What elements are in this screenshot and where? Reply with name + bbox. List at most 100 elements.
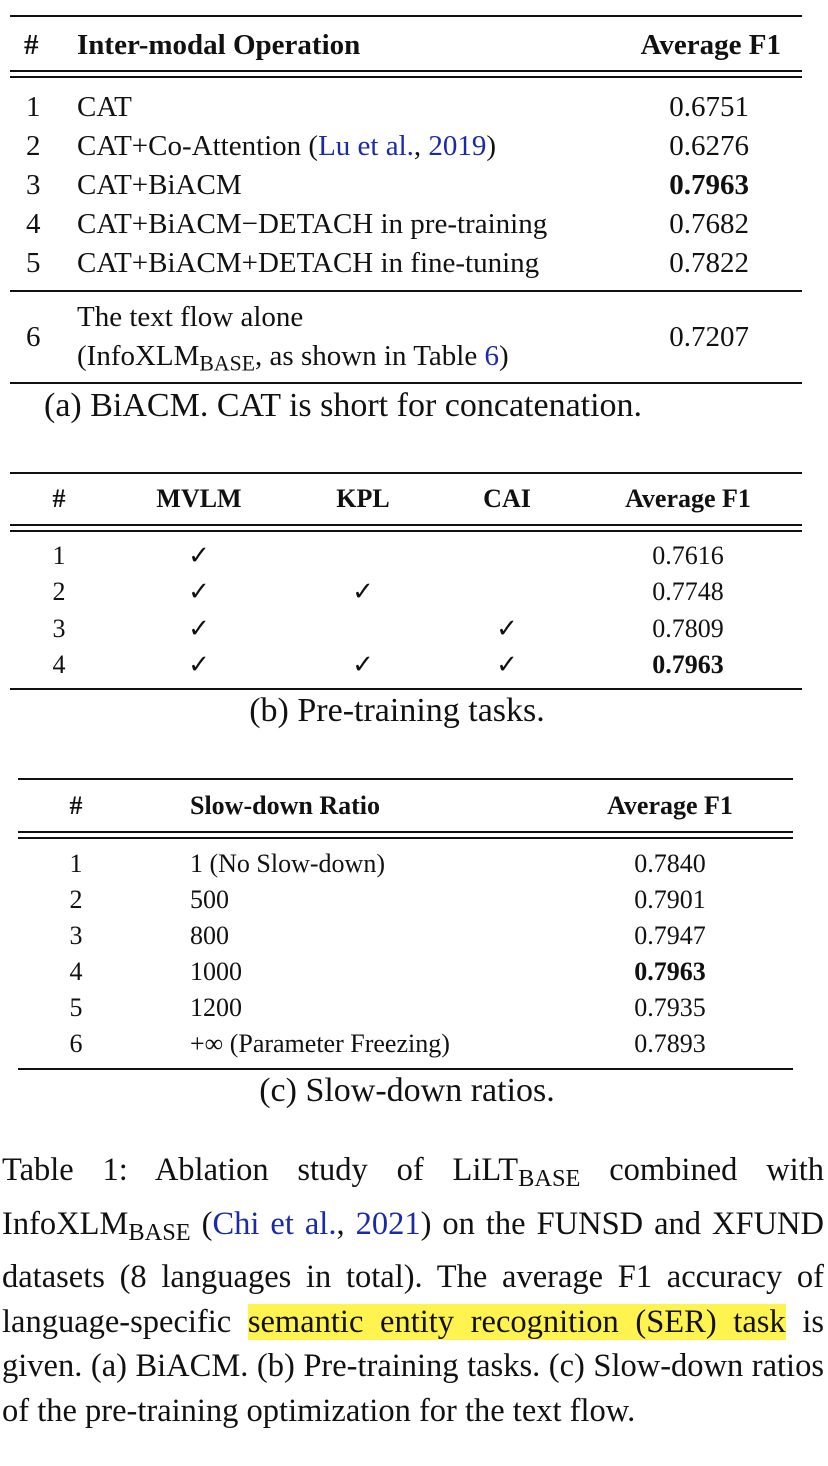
row-f1: 0.6276 <box>669 130 749 162</box>
table-ref-link[interactable]: 6 <box>484 340 499 372</box>
row-ratio: 1200 <box>190 993 242 1022</box>
table-a-header-operation: Inter-modal Operation <box>77 29 361 61</box>
caption-text-6: is given. (a) BiACM. (b) Pre-training ta… <box>2 1303 824 1429</box>
row-ratio: 1 (No Slow-down) <box>190 849 385 878</box>
caption-text-5: ) on the FUNSD and XFUND datasets (8 lan… <box>2 1205 824 1340</box>
caption-text-2: combined with InfoXLM <box>2 1152 824 1242</box>
row-ratio: 500 <box>190 885 229 914</box>
row-num: 4 <box>52 650 66 679</box>
subscript-base: BASE <box>128 1218 191 1246</box>
row-num: 2 <box>69 885 83 914</box>
row-ratio: 800 <box>190 921 229 950</box>
table-a-header-f1: Average F1 <box>640 29 781 61</box>
table-b-header-cai: CAI <box>483 484 531 513</box>
row-f1: 0.7682 <box>669 208 749 240</box>
table-a-header-rule-2 <box>10 76 802 78</box>
table-b-bottom-rule <box>10 688 802 690</box>
row-operation: CAT+BiACM−DETACH in pre-training <box>77 208 548 240</box>
row-num: 4 <box>26 208 41 240</box>
table-b-header-rule-1 <box>10 524 802 526</box>
table-c-header-f1: Average F1 <box>607 791 733 820</box>
table-b-header-rule-2 <box>10 530 802 532</box>
row-f1: 0.7840 <box>634 849 706 878</box>
check-icon-kpl: ✓ <box>352 650 374 679</box>
citation-link-year[interactable]: 2019 <box>428 130 487 162</box>
subscript-base: BASE <box>199 351 256 376</box>
table-c-header-ratio: Slow-down Ratio <box>190 791 380 820</box>
row-f1: 0.7748 <box>652 577 724 606</box>
subscript-base: BASE <box>518 1165 581 1193</box>
row-f1: 0.7207 <box>669 321 749 353</box>
row-f1: 0.7901 <box>634 885 706 914</box>
table-b-header-f1: Average F1 <box>625 484 751 513</box>
comma: , <box>413 130 429 162</box>
row-f1: 0.7616 <box>652 541 724 570</box>
row-f1: 0.7935 <box>634 993 706 1022</box>
check-icon-kpl: ✓ <box>352 577 374 606</box>
check-icon-cai: ✓ <box>496 614 518 643</box>
row-f1: 0.7822 <box>669 247 749 279</box>
table-c-caption: (c) Slow-down ratios. <box>259 1072 555 1109</box>
check-icon-mvlm: ✓ <box>188 577 210 606</box>
paren-close: ) <box>486 130 497 162</box>
highlighted-text: semantic entity recognition (SER) task <box>247 1303 786 1340</box>
citation-link-lu[interactable]: Lu et al. <box>318 130 414 162</box>
row-num: 4 <box>69 957 83 986</box>
as-shown-text: , as shown in Table <box>255 340 485 372</box>
table-c-header-num: # <box>69 791 83 820</box>
row-ratio: 1000 <box>190 957 242 986</box>
row-f1-best: 0.7963 <box>652 650 724 679</box>
row-f1: 0.7947 <box>634 921 706 950</box>
row-ratio: +∞ (Parameter Freezing) <box>190 1029 450 1058</box>
row-operation-line-2: (InfoXLMBASE, as shown in Table 6) <box>77 342 509 375</box>
table-a-top-rule <box>10 15 802 17</box>
table-a-header-rule-1 <box>10 70 802 72</box>
table-c-header-rule-2 <box>18 837 793 839</box>
table-c-bottom-rule <box>18 1068 793 1070</box>
caption-text-1: Table 1: Ablation study of LiLT <box>2 1152 519 1188</box>
table-b-header-num: # <box>52 484 66 513</box>
row-operation: CAT+Co-Attention (Lu et al., 2019) <box>77 132 496 161</box>
caption-text-3: ( <box>190 1205 213 1242</box>
citation-link-chi[interactable]: Chi et al. <box>212 1205 337 1242</box>
row-num: 1 <box>52 541 66 570</box>
check-icon-mvlm: ✓ <box>188 650 210 679</box>
table-caption-paragraph: Table 1: Ablation study of LiLTBASE comb… <box>2 1148 824 1433</box>
table-a-bottom-rule <box>10 382 802 384</box>
infoxlm-text: (InfoXLM <box>77 340 200 372</box>
table-c-top-rule <box>18 778 793 780</box>
row-operation: CAT+BiACM+DETACH in fine-tuning <box>77 247 540 279</box>
row-f1: 0.7893 <box>634 1029 706 1058</box>
row-f1-best: 0.7963 <box>634 957 706 986</box>
row-f1: 0.6751 <box>669 91 749 123</box>
row-num: 5 <box>69 993 83 1022</box>
table-a-mid-rule <box>10 290 802 292</box>
row-num: 6 <box>26 321 41 353</box>
paren-close: ) <box>498 340 509 372</box>
table-a-caption: (a) BiACM. CAT is short for concatenatio… <box>44 387 643 424</box>
row-num: 2 <box>52 577 66 606</box>
table-b-header-mvlm: MVLM <box>156 484 242 513</box>
check-icon-mvlm: ✓ <box>188 541 210 570</box>
table-b-caption: (b) Pre-training tasks. <box>249 692 545 729</box>
row-num: 6 <box>69 1029 83 1058</box>
row-operation-line-1: The text flow alone <box>77 301 304 333</box>
row-num: 3 <box>69 921 83 950</box>
citation-link-year[interactable]: 2021 <box>355 1205 421 1242</box>
row-num: 3 <box>52 614 66 643</box>
row-f1: 0.7809 <box>652 614 724 643</box>
table-a-header-num: # <box>24 29 39 61</box>
check-icon-mvlm: ✓ <box>188 614 210 643</box>
row-f1-best: 0.7963 <box>669 169 749 201</box>
table-c-header-rule-1 <box>18 831 793 833</box>
table-b-header-kpl: KPL <box>336 484 390 513</box>
operation-text: CAT+Co-Attention ( <box>77 130 319 162</box>
row-num: 3 <box>26 169 41 201</box>
row-num: 1 <box>26 91 41 123</box>
row-num: 1 <box>69 849 83 878</box>
caption-text-4: , <box>336 1205 356 1242</box>
table-b-top-rule <box>10 472 802 474</box>
row-num: 5 <box>26 247 41 279</box>
row-operation: CAT+BiACM <box>77 169 242 201</box>
row-operation: CAT <box>77 91 132 123</box>
